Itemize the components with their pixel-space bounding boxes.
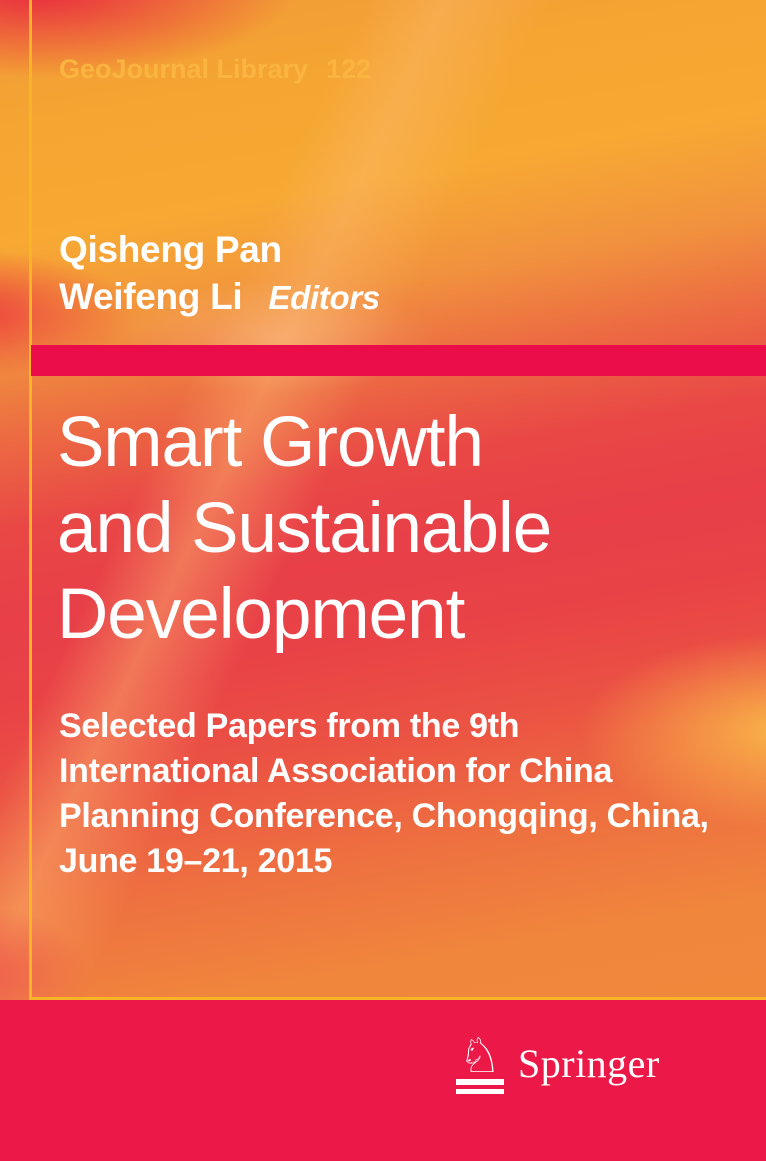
book-title-line-3: Development [57,575,465,654]
publisher-name: Springer [518,1040,660,1086]
book-title-line-2: and Sustainable [57,489,552,568]
book-subtitle-line-2: International Association for China [59,752,613,790]
editor-line-2: Weifeng Li Editors [59,273,380,321]
publisher-band [0,1000,766,1161]
series-name: GeoJournal Library [59,54,309,84]
logo-bar-bottom [456,1089,504,1094]
book-title: Smart Growth and Sustainable Development [57,400,552,658]
yellow-vertical-rule [29,0,32,998]
book-subtitle-line-1: Selected Papers from the 9th [59,707,520,745]
book-subtitle-line-4: June 19–21, 2015 [59,842,333,880]
springer-horse-knight-icon: ♘ [455,1028,505,1094]
chess-knight-glyph: ♘ [458,1028,502,1084]
editor-name-1: Qisheng Pan [59,229,282,270]
editors-role-label: Editors [268,279,380,316]
editors-block: Qisheng Pan Weifeng Li Editors [59,226,380,321]
title-accent-stripe [31,345,766,376]
series-header: GeoJournal Library 122 [59,54,371,85]
book-title-line-1: Smart Growth [57,403,484,482]
yellow-horizontal-rule [29,997,766,1000]
book-subtitle-line-3: Planning Conference, Chongqing, China, [59,797,709,835]
logo-bar-top [456,1079,504,1085]
book-subtitle: Selected Papers from the 9th Internation… [59,704,709,884]
springer-logo: ♘ Springer [455,1028,660,1094]
series-number: 122 [326,54,372,84]
editor-name-2: Weifeng Li [59,276,243,317]
